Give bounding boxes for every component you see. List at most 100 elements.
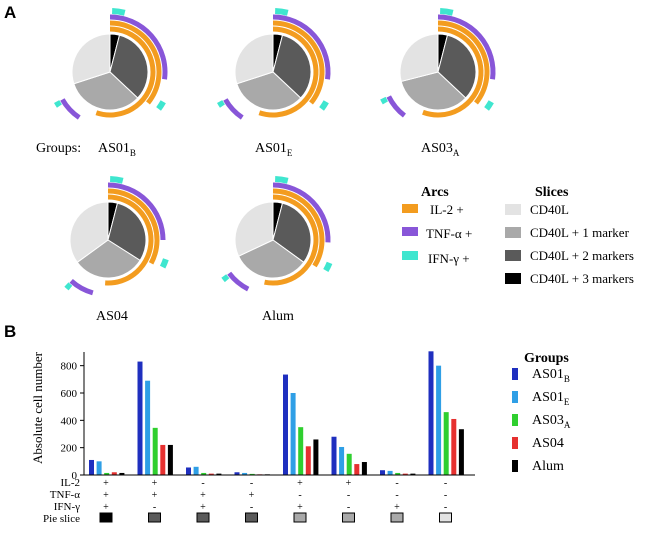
- legend-tnf-label: TNF-α +: [426, 226, 472, 241]
- bar-AS01B-3: [234, 472, 240, 475]
- legend-slice-2-label: CD40L + 2 markers: [530, 248, 634, 263]
- pie-slice: [76, 239, 141, 279]
- bar-AS03A-6: [395, 472, 401, 475]
- arc-ifn-mid: [323, 261, 333, 272]
- legend-slice-1-label: CD40L + 1 marker: [530, 225, 630, 240]
- bar-AS01E-1: [145, 380, 151, 475]
- pie-slice: [69, 201, 109, 264]
- pie-slice-swatch: [293, 512, 307, 523]
- bar-AS04-1: [160, 444, 166, 475]
- y-tick-label: 400: [61, 415, 78, 427]
- y-axis: 0 200 400 600 800: [61, 352, 85, 482]
- bar-AS03A-3: [249, 473, 255, 475]
- groups-legend: AS01B AS01E AS03A AS04 Alum: [512, 367, 571, 474]
- bar-AS03A-4: [298, 427, 304, 475]
- bar-Alum-0: [119, 472, 125, 475]
- group-label-as01e: AS01E: [255, 141, 293, 158]
- arc-tnf-lower: [386, 95, 407, 118]
- bar-AS01E-4: [290, 393, 296, 475]
- panel-b-label: B: [4, 322, 16, 341]
- pie-slice-swatch: [196, 512, 210, 523]
- pie-slice: [400, 71, 467, 111]
- arc-tnf: [272, 14, 331, 80]
- pie-group-1: [217, 8, 331, 120]
- arc-tnf: [272, 182, 331, 243]
- pie-slice-swatch: [245, 512, 258, 523]
- legend-swatch-AS01B: [512, 368, 518, 380]
- legend-il2-label: IL-2 +: [430, 202, 464, 217]
- bar-Alum-5: [361, 462, 367, 475]
- bar-AS04-0: [111, 472, 117, 475]
- legend-ifn-swatch: [402, 251, 418, 260]
- pie-slice: [109, 34, 149, 99]
- arc-ifn-mid: [319, 100, 329, 111]
- legend-ifn-label: IFN-γ +: [428, 251, 470, 266]
- arc-ifn: [274, 176, 289, 184]
- bar-AS01E-0: [96, 461, 102, 475]
- bar-AS01E-2: [193, 466, 199, 475]
- y-tick-label: 600: [61, 388, 78, 400]
- pie-group-4: [221, 176, 333, 292]
- arc-tnf: [437, 14, 496, 80]
- bar-AS01E-6: [387, 470, 393, 475]
- arc-il2: [105, 194, 154, 286]
- pie-group-0: [54, 8, 168, 120]
- marker-sign: +: [297, 502, 303, 513]
- marker-sign: +: [200, 502, 206, 513]
- arc-il2: [264, 194, 319, 286]
- arc-tnf: [107, 182, 166, 241]
- bar-AS01B-5: [331, 436, 337, 475]
- legend-label-AS03A: AS03A: [532, 413, 571, 430]
- pie-slice: [234, 33, 274, 85]
- pie-group-2: [380, 8, 496, 118]
- marker-sign: -: [153, 502, 156, 513]
- arc-il2: [422, 26, 484, 118]
- row-label-tnf: TNF-α: [50, 489, 80, 501]
- bar-AS01B-1: [137, 361, 143, 475]
- marker-sign: -: [395, 490, 398, 501]
- marker-sign: -: [250, 502, 253, 513]
- group-label-as03a: AS03A: [421, 141, 460, 158]
- legend-slice-1-swatch: [505, 227, 521, 238]
- arc-il2: [95, 26, 156, 118]
- pie-slice: [107, 202, 147, 262]
- bar-Alum-1: [167, 444, 173, 475]
- pie-slice: [71, 33, 111, 85]
- bar-Alum-2: [216, 473, 222, 475]
- legend-slice-0-swatch: [505, 204, 521, 215]
- legend-tnf-swatch: [402, 227, 418, 236]
- bar-AS01B-2: [186, 467, 191, 475]
- bar-AS03A-0: [104, 472, 110, 475]
- pie-slice: [272, 34, 312, 99]
- group-label-as01b: AS01B: [98, 141, 136, 158]
- arc-ifn-low: [380, 96, 388, 105]
- arc-il2-outer: [109, 20, 162, 105]
- bar-Alum-7: [458, 429, 464, 475]
- arc-il2: [258, 26, 319, 118]
- marker-sign: +: [103, 502, 109, 513]
- panel-a-label: A: [4, 3, 16, 22]
- pie-slice: [437, 34, 477, 99]
- arc-ifn: [109, 176, 124, 184]
- marker-sign: -: [395, 478, 398, 489]
- bar-AS04-7: [451, 418, 457, 475]
- legend-label-AS01E: AS01E: [532, 390, 570, 407]
- legend-slice-3-label: CD40L + 3 markers: [530, 271, 634, 286]
- arcs-legend-title: Arcs: [421, 185, 449, 200]
- arc-tnf-lower: [227, 271, 250, 292]
- marker-sign: -: [444, 490, 447, 501]
- legend-swatch-Alum: [512, 460, 518, 472]
- marker-sign: -: [298, 490, 301, 501]
- bar-AS03A-7: [443, 412, 449, 475]
- y-axis-label: Absolute cell number: [30, 351, 45, 464]
- y-tick-label: 200: [61, 443, 78, 455]
- arc-il2-outer: [272, 20, 325, 105]
- sunburst-pies: [54, 8, 496, 296]
- bar-AS01E-7: [436, 365, 442, 475]
- pie-slice: [399, 33, 439, 83]
- pie-slice: [237, 239, 305, 279]
- arc-tnf-lower: [60, 98, 81, 120]
- marker-sign: -: [347, 502, 350, 513]
- marker-sign: +: [103, 478, 109, 489]
- y-tick-label: 0: [72, 470, 78, 482]
